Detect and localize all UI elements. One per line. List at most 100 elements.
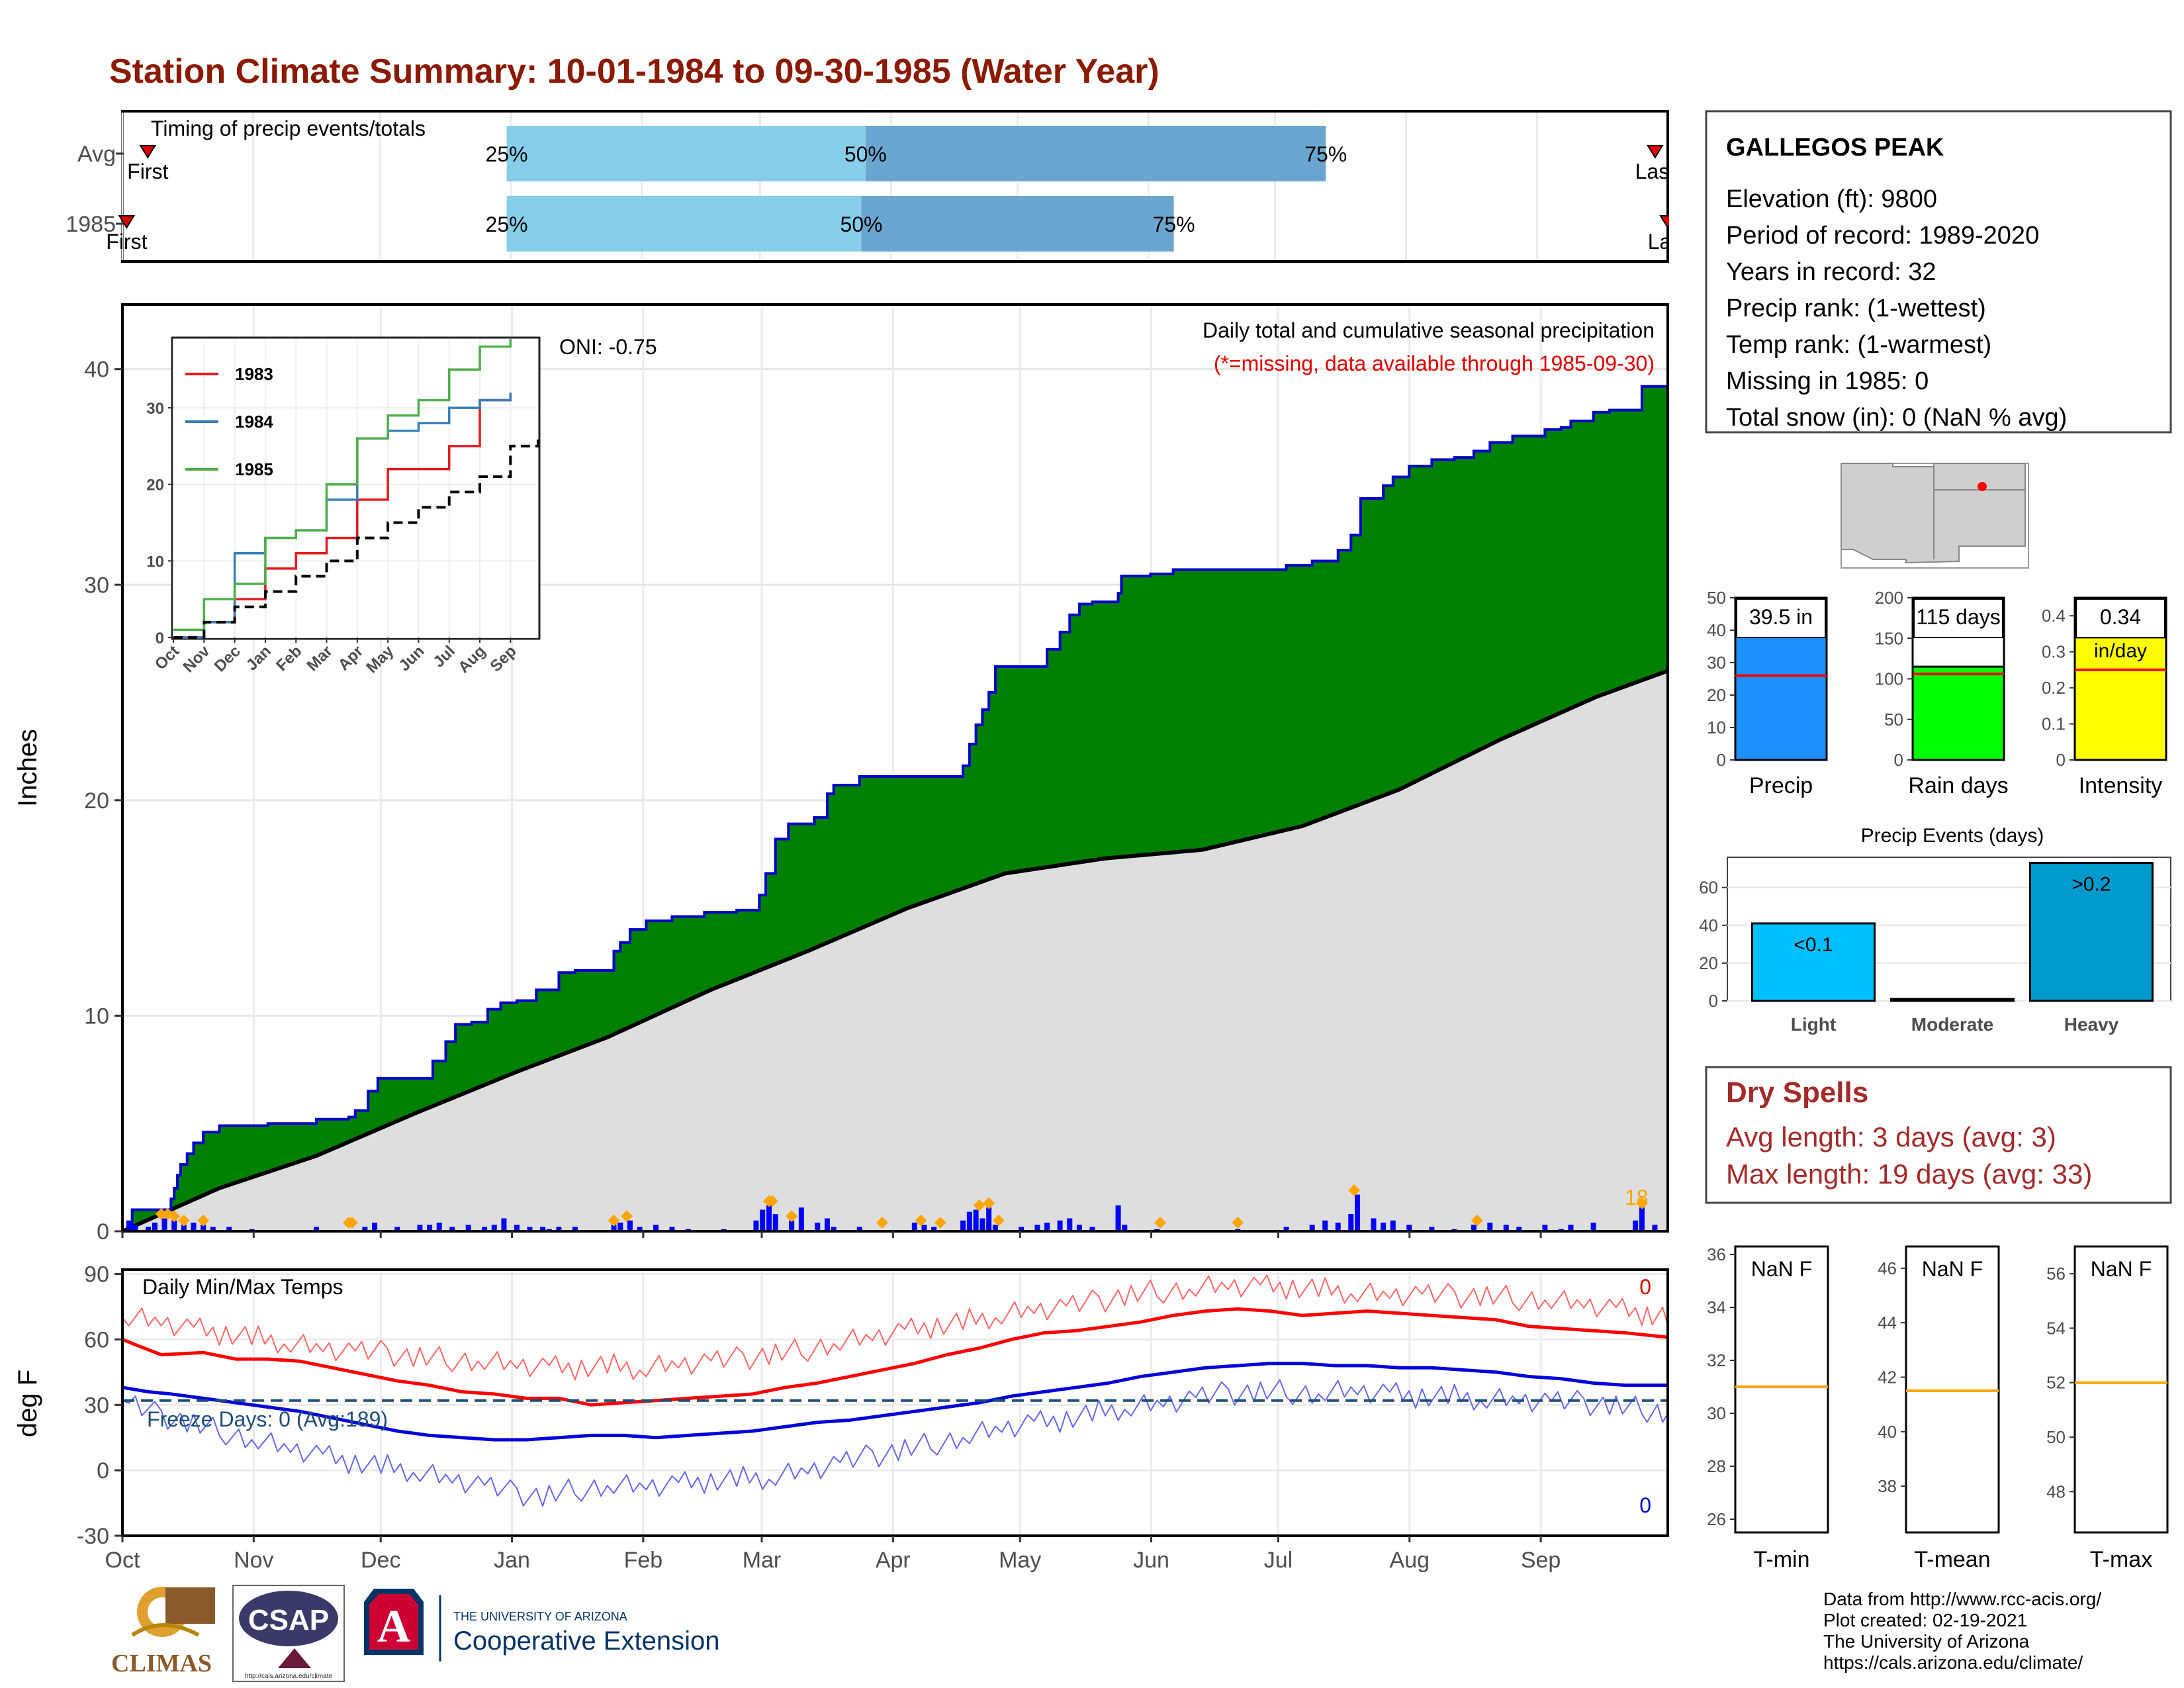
snow-marker (915, 1214, 927, 1227)
daily-precip-bar (1348, 1213, 1354, 1231)
temp-xtick-label: Feb (624, 1548, 663, 1573)
temp-xtick-label: Dec (361, 1548, 400, 1573)
temp-rank-ytick-label: 32 (1707, 1350, 1726, 1370)
snow-marker (1154, 1216, 1167, 1229)
events-bar-label: <0.1 (1794, 934, 1833, 956)
temp-xtick-label: Sep (1521, 1548, 1561, 1573)
daily-precip-bar (126, 1220, 132, 1231)
events-ytick-label: 0 (1709, 991, 1718, 1011)
timing-bar-first-half (506, 196, 862, 252)
precip-subtitle: (*=missing, data available through 1985-… (1214, 352, 1655, 375)
summary-ytick-label: 50 (1884, 710, 1903, 729)
first-event-marker (118, 215, 136, 229)
summary-ytick-label: 0 (2056, 750, 2066, 770)
daily-precip-bar (1371, 1218, 1377, 1231)
daily-precip-bar (772, 1213, 778, 1231)
station-location-marker (1978, 482, 1987, 491)
daily-precip-bar (181, 1225, 187, 1231)
events-bar-label: >0.2 (2071, 874, 2111, 896)
timing-row-label: Avg (77, 142, 116, 167)
daily-precip-bar (766, 1205, 772, 1231)
temp-rank-panel: NaN F 38 40 42 44 46 T-mean (1878, 1245, 2000, 1572)
precip-panel: 0 10 20 30 40 Inches Daily total and cumulat… (13, 303, 1669, 1244)
temp-rank-label: T-max (2090, 1547, 2152, 1572)
summary-ytick-label: 0.4 (2042, 606, 2066, 626)
daily-precip-bar (824, 1218, 830, 1231)
daily-precip-bar (798, 1207, 804, 1231)
daily-precip-bar (637, 1227, 643, 1231)
timing-pct-label: 75% (1153, 212, 1195, 236)
daily-precip-bar (789, 1220, 795, 1231)
summary-ytick-label: 150 (1875, 628, 1903, 648)
daily-precip-bar (1076, 1225, 1082, 1231)
daily-precip-bar (1283, 1227, 1289, 1231)
temp-rank-ytick-label: 54 (2046, 1318, 2066, 1338)
summary-ytick-label: 50 (1707, 588, 1726, 608)
snow-marker (766, 1195, 778, 1207)
summary-panel-label: Precip (1749, 773, 1813, 798)
daily-precip-bar (226, 1227, 232, 1231)
snow-marker (786, 1210, 798, 1223)
timing-row-label: 1985 (66, 212, 116, 237)
summary-bars: 39.5 in 0 10 20 30 40 50 Precip 115 days 0 50 100 15… (1707, 588, 2167, 798)
daily-precip-bar (1322, 1220, 1328, 1231)
temp-ytick-label: 60 (84, 1327, 109, 1352)
events-chart: Precip Events (days) 0 20 40 60 <0.1 Light Mod… (1699, 825, 2171, 1035)
summary-bar-panel: 0.34 in/day 0 0.1 0.2 0.3 0.4 Intensity (2042, 596, 2167, 798)
footer-line-url: https://cals.arizona.edu/climate/ (1823, 1652, 2083, 1673)
daily-precip-bar (617, 1222, 623, 1231)
dry-spells-title: Dry Spells (1726, 1076, 1868, 1109)
summary-value-label: 39.5 in (1749, 605, 1813, 629)
page-title: Station Climate Summary: 10-01-1984 to 0… (109, 52, 1160, 91)
footer-line-created: Plot created: 02-19-2021 (1823, 1610, 2027, 1630)
temp-rank-ytick-label: 36 (1707, 1244, 1726, 1264)
precip-ytick-label: 40 (84, 357, 109, 383)
inset-ytick-label: 30 (146, 400, 164, 418)
temp-series-line (122, 1274, 1668, 1381)
temp-series-line (122, 1307, 1668, 1407)
timing-bar-first-half (506, 126, 866, 181)
max-count-label: 0 (1639, 1275, 1651, 1299)
daily-precip-bar (314, 1227, 320, 1231)
first-event-label: First (127, 160, 168, 183)
temp-xtick-label: Oct (105, 1548, 140, 1573)
daily-precip-bar (417, 1225, 423, 1231)
events-bar (2029, 862, 2154, 1002)
daily-precip-bar (572, 1227, 578, 1231)
temp-rank-ytick-label: 30 (1707, 1403, 1726, 1423)
temp-xtick-label: Jun (1133, 1548, 1169, 1573)
daily-precip-bar (992, 1225, 998, 1231)
daily-precip-bar (973, 1209, 979, 1231)
daily-precip-bar (831, 1227, 837, 1231)
summary-bar (2073, 636, 2167, 761)
summary-value-label: 115 days (1916, 605, 2001, 629)
dry-spells-avg: Avg length: 3 days (avg: 3) (1726, 1121, 2056, 1152)
events-category-label: Heavy (2064, 1014, 2119, 1035)
precip-ytick-label: 10 (84, 1004, 109, 1029)
daily-precip-bar (540, 1227, 546, 1231)
temp-series-line (122, 1379, 1668, 1507)
csap-logo-text: CSAP (248, 1604, 329, 1636)
temp-title: Daily Min/Max Temps (142, 1275, 343, 1299)
temp-series-line (122, 1362, 1668, 1442)
daily-precip-bar (514, 1225, 520, 1231)
precip-y-label: Inches (13, 729, 42, 807)
station-info-line: Total snow (in): 0 (NaN % avg) (1726, 404, 2067, 432)
station-info-box: GALLEGOS PEAK Elevation (ft): 9800 Period… (1705, 110, 2172, 434)
daily-precip-bar (491, 1225, 497, 1231)
station-info-line: Precip rank: (1-wettest) (1726, 295, 1986, 322)
daily-precip-bar (436, 1222, 442, 1231)
daily-precip-bar (1652, 1225, 1658, 1231)
summary-ytick-label: 0.1 (2042, 714, 2066, 734)
state-map (1841, 463, 2029, 569)
daily-precip-bar (152, 1222, 158, 1231)
inset-series-line (173, 438, 539, 639)
daily-precip-bar (1633, 1220, 1639, 1231)
daily-precip-bar (1542, 1225, 1548, 1231)
temp-ytick-label: 90 (84, 1262, 109, 1288)
events-ytick-label: 40 (1699, 915, 1718, 935)
inset-ytick-label: 20 (146, 477, 164, 494)
summary-bar-panel: 115 days 0 50 100 150 200 Rain days (1875, 588, 2009, 798)
timing-pct-label: 50% (840, 212, 882, 236)
snow-marker (608, 1214, 620, 1227)
